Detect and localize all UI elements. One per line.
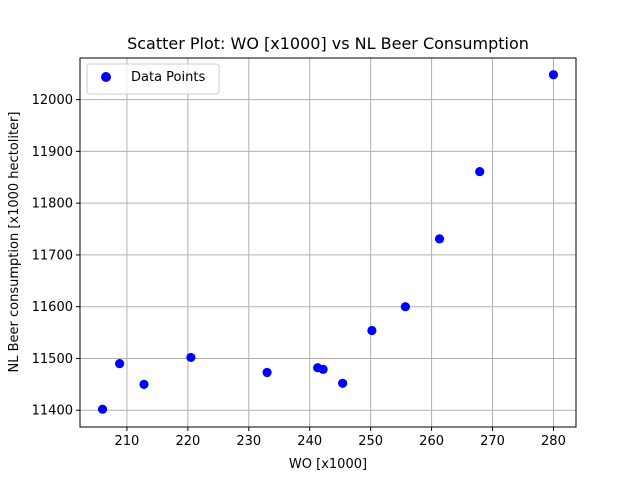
data-point	[367, 325, 377, 336]
y-tick-label: 11700	[32, 248, 73, 263]
legend-box	[86, 63, 220, 95]
x-tick-label: 210	[115, 434, 140, 449]
grid-lines	[80, 58, 576, 427]
x-tick-label: 260	[419, 434, 444, 449]
y-tick-label: 11900	[32, 145, 73, 160]
y-tick-label: 11500	[32, 352, 73, 367]
data-points	[97, 70, 559, 414]
x-tick-label: 230	[236, 434, 261, 449]
data-point	[548, 70, 559, 80]
y-tick-label: 11400	[32, 404, 73, 419]
y-tick-label: 11800	[32, 197, 73, 212]
x-tick-label: 240	[297, 434, 322, 449]
x-axis-label: WO [x1000]	[289, 457, 367, 472]
x-tick-label: 250	[358, 434, 383, 449]
data-point	[475, 166, 485, 177]
legend-marker	[101, 72, 111, 82]
data-point	[97, 404, 108, 414]
legend: Data Points	[86, 63, 220, 95]
data-point	[318, 364, 328, 374]
data-point	[434, 234, 445, 244]
y-axis-ticks: 11400 11500 11600 11700 11800 11900 12000	[32, 93, 80, 419]
x-axis-ticks: 210 220 230 240 250 260 270 280	[115, 427, 566, 449]
data-point	[115, 359, 125, 369]
data-point	[262, 367, 272, 378]
x-tick-label: 220	[175, 434, 200, 449]
data-point	[338, 378, 348, 388]
plot-area-frame	[79, 57, 577, 428]
data-point	[139, 379, 149, 389]
y-axis-label: NL Beer consumption [x1000 hectoliter]	[7, 112, 22, 373]
chart-title: Scatter Plot: WO [x1000] vs NL Beer Cons…	[127, 34, 529, 53]
data-point	[186, 352, 196, 363]
y-tick-label: 12000	[32, 93, 73, 108]
data-point	[400, 302, 410, 312]
x-tick-label: 280	[541, 434, 566, 449]
x-tick-label: 270	[480, 434, 505, 449]
y-tick-label: 11600	[32, 300, 73, 315]
legend-entry-data-points: Data Points	[131, 70, 205, 85]
